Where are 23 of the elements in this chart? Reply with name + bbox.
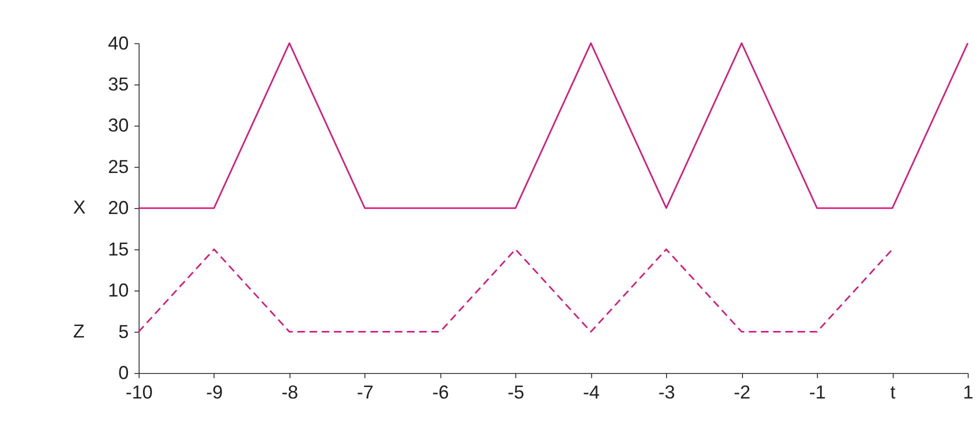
x-tick-label: -3	[658, 382, 676, 403]
text: X	[73, 196, 86, 218]
x-tick-label: -5	[508, 382, 524, 403]
y-tick-label: 15	[108, 238, 129, 260]
x-tick-label: -6	[432, 382, 449, 403]
y-tick-label: 10	[108, 280, 129, 301]
text: Z	[73, 320, 85, 342]
x-tick-label: t	[890, 382, 896, 403]
y-tick-label: 5	[118, 320, 129, 342]
y-tick-label: 40	[108, 32, 129, 54]
y-tick-label: 20	[108, 197, 129, 218]
x-tick-label: 1	[963, 382, 974, 403]
x-tick-label: -2	[734, 382, 750, 403]
y-tick-label: 0	[118, 362, 129, 384]
x-tick-label: -1	[809, 382, 826, 403]
y-tick-label: 30	[108, 114, 129, 136]
x-tick-label: -4	[583, 382, 600, 403]
x-tick-label: -7	[356, 382, 374, 403]
y-tick-label: 25	[108, 156, 129, 177]
x-tick-label: -9	[206, 382, 223, 403]
x-tick-label: -8	[282, 382, 298, 403]
x-tick-label: -10	[126, 382, 153, 403]
y-tick-label: 35	[108, 74, 129, 95]
